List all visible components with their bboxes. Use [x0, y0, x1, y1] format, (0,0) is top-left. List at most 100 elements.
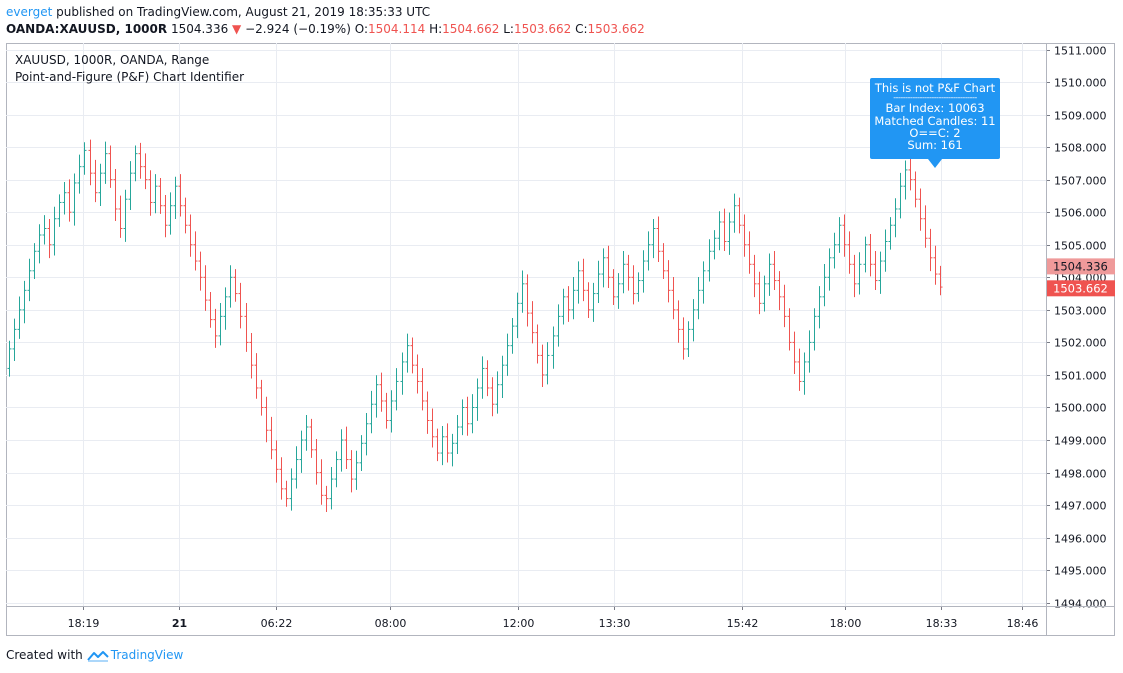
- y-tick-label: 1500.000: [1054, 402, 1107, 415]
- ohlc-bar: [450, 433, 455, 467]
- ohlc-bar: [244, 303, 249, 352]
- y-tick-label: 1502.000: [1054, 337, 1107, 350]
- ohlc-bar: [198, 251, 203, 291]
- ohlc-bar: [676, 300, 681, 343]
- price-change: −2.924 (−0.19%): [245, 22, 351, 36]
- high-value: 1504.662: [442, 22, 500, 36]
- ohlc-bar: [118, 195, 123, 238]
- ohlc-bar: [284, 480, 289, 507]
- pnf-tooltip: This is not P&F Chart ------------------…: [870, 78, 1000, 159]
- ohlc-bar: [304, 414, 309, 451]
- tooltip-title: This is not P&F Chart: [874, 81, 996, 95]
- ohlc-bar: [485, 360, 490, 397]
- ohlc-bar: [868, 234, 873, 277]
- ohlc-bar: [379, 372, 384, 412]
- ohlc-bar: [188, 214, 193, 257]
- x-tick-label: 13:30: [599, 617, 631, 630]
- y-tick-label: 1501.000: [1054, 370, 1107, 383]
- close-label: C:: [575, 22, 588, 36]
- ohlc-bar: [440, 426, 445, 466]
- price-label-text: 1503.662: [1053, 281, 1108, 295]
- ohlc-bar: [123, 189, 128, 242]
- ohlc-bar: [218, 303, 223, 346]
- down-arrow-icon: ▼: [232, 22, 242, 36]
- high-label: H:: [429, 22, 443, 36]
- x-tick-label: 18:46: [1007, 617, 1039, 630]
- ohlc-bar: [138, 142, 143, 179]
- x-tick-label: 18:00: [830, 617, 862, 630]
- ohlc-bar: [420, 368, 425, 411]
- ohlc-bar: [681, 317, 686, 360]
- ohlc-bar: [601, 248, 606, 288]
- chart-area[interactable]: 1494.000 1495.000 1496.000 1497.000 1498.000…: [6, 43, 1115, 636]
- ohlc-bar: [712, 230, 717, 260]
- ohlc-bar: [12, 318, 17, 361]
- ohlc-bar: [394, 368, 399, 411]
- ohlc-bar: [742, 214, 747, 257]
- indicator-name[interactable]: Point-and-Figure (P&F) Chart Identifier: [15, 70, 245, 84]
- low-label: L:: [503, 22, 514, 36]
- tooltip-sum: Sum: 161: [907, 138, 963, 153]
- ohlc-bar: [369, 390, 374, 434]
- ohlc-bar: [717, 211, 722, 251]
- publish-info: published on TradingView.com, August 21,…: [52, 5, 431, 19]
- ohlc-bar: [460, 399, 465, 436]
- ohlc-bar: [88, 139, 93, 186]
- ohlc-bar: [535, 324, 540, 364]
- ohlc-bar: [520, 270, 525, 313]
- tradingview-link[interactable]: TradingView: [87, 647, 183, 664]
- ohlc-bar: [863, 236, 868, 273]
- tradingview-logo-icon: [87, 650, 109, 662]
- open-value: 1504.114: [367, 22, 426, 36]
- ohlc-bar: [586, 282, 591, 318]
- ohlc-bar: [772, 250, 777, 291]
- ohlc-bar: [938, 265, 943, 296]
- ohlc-bar: [27, 258, 32, 302]
- tooltip-oc: O==C: 2: [909, 125, 961, 140]
- ohlc-bar: [500, 355, 505, 399]
- ohlc-bar: [827, 248, 832, 291]
- ohlc-bar: [349, 450, 354, 493]
- ohlc-bar: [168, 192, 173, 235]
- ohlc-bar: [576, 261, 581, 304]
- ohlc-bar: [661, 243, 666, 279]
- x-tick-label: 21: [172, 617, 187, 630]
- author-name[interactable]: everget: [6, 5, 53, 19]
- ohlc-bar: [490, 377, 495, 417]
- ohlc-bar: [626, 254, 631, 291]
- ohlc-bar: [525, 274, 530, 327]
- ohlc-bar: [807, 330, 812, 373]
- ohlc-bar: [319, 459, 324, 505]
- ohlc-bar: [32, 243, 37, 279]
- tooltip-bar-index: Bar Index: 10063: [885, 101, 985, 116]
- ohlc-bar: [314, 439, 319, 485]
- close-value: 1503.662: [587, 22, 645, 36]
- ohlc-bar: [641, 250, 646, 293]
- x-tick-label: 12:00: [503, 617, 535, 630]
- ohlc-bar: [299, 430, 304, 473]
- ohlc-bar: [17, 296, 22, 339]
- ohlc-bar: [596, 260, 601, 304]
- ohlc-bar: [47, 219, 52, 259]
- ohlc-bar: [898, 172, 903, 219]
- ohlc-bar: [530, 301, 535, 344]
- ohlc-bar: [264, 396, 269, 443]
- ohlc-bar: [767, 253, 772, 296]
- ohlc-bar: [435, 428, 440, 462]
- y-tick-label: 1505.000: [1054, 240, 1107, 253]
- ohlc-bar: [103, 141, 108, 184]
- publish-header: everget published on TradingView.com, Au…: [6, 4, 430, 21]
- ohlc-bar: [143, 153, 148, 190]
- ohlc-bar: [465, 396, 470, 436]
- ohlc-bar: [797, 348, 802, 391]
- open-label: O:: [354, 22, 368, 36]
- y-tick-label: 1508.000: [1054, 142, 1107, 155]
- y-tick-label: 1503.000: [1054, 305, 1107, 318]
- ohlc-bar: [208, 291, 213, 328]
- ohlc-bar: [696, 276, 701, 320]
- ohlc-bar: [651, 219, 656, 259]
- ohlc-bar: [42, 215, 47, 245]
- ohlc-bar: [873, 250, 878, 291]
- ohlc-bar: [178, 174, 183, 217]
- footer: Created with TradingView: [6, 647, 183, 664]
